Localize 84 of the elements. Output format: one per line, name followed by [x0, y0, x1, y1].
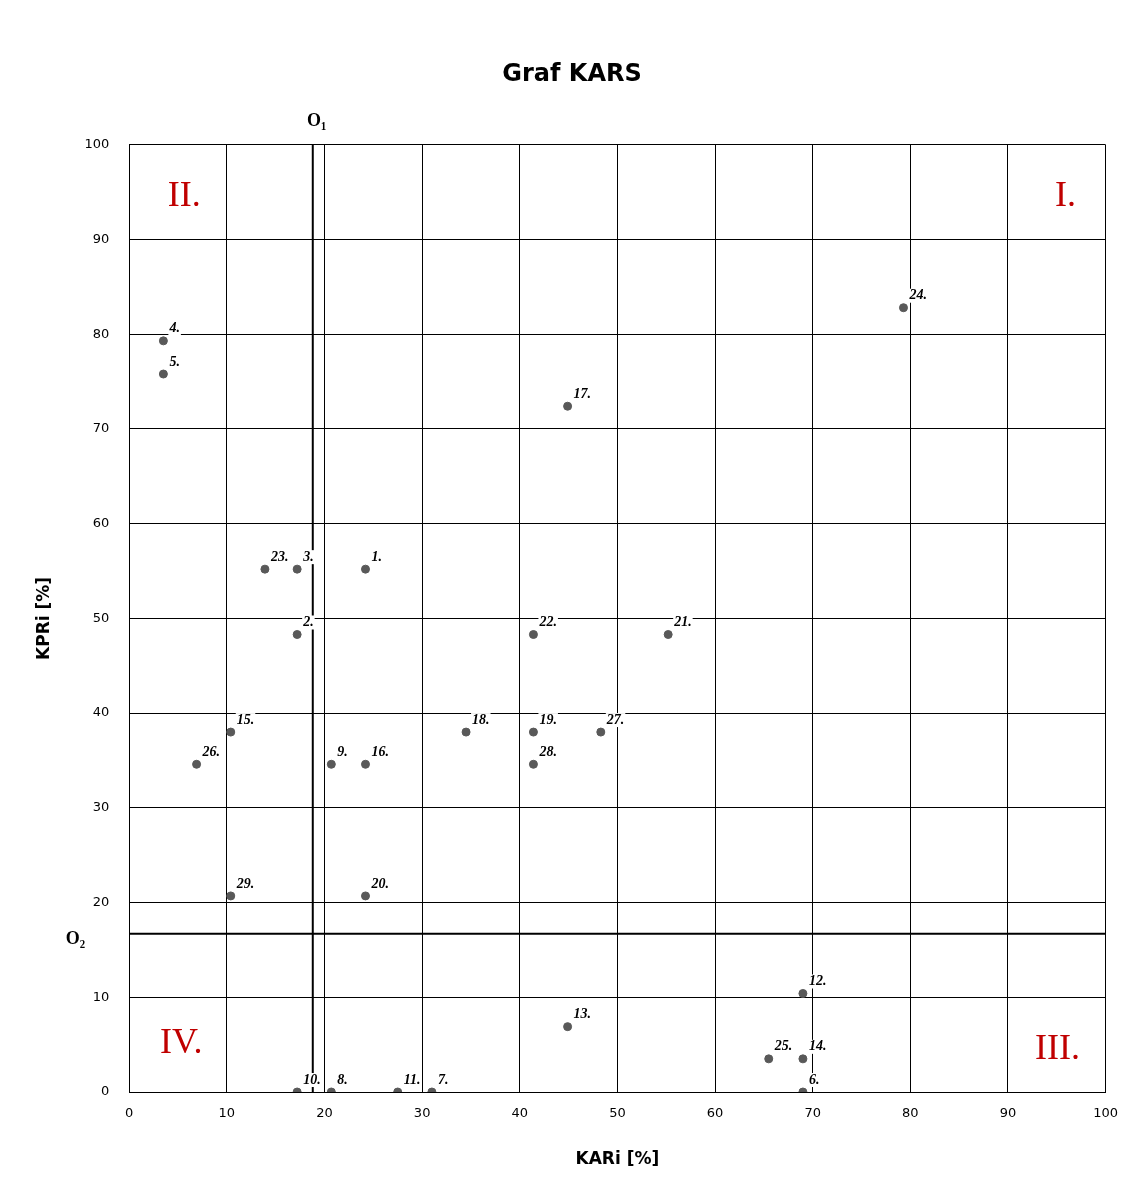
- point: [461, 727, 471, 737]
- point: [798, 1054, 808, 1064]
- y-tick-label: 30: [92, 799, 110, 815]
- chart-title: Graf KARS: [502, 58, 642, 87]
- annotation: 20.: [370, 875, 389, 891]
- y-axis-title: KPRi [%]: [32, 576, 53, 660]
- y-tick-label: 20: [92, 893, 110, 909]
- y-tick-label: 100: [84, 136, 110, 152]
- x-tick-label: 100: [1093, 1105, 1119, 1121]
- annotation: III.: [1035, 1027, 1081, 1068]
- point: [528, 759, 538, 769]
- x-tick-label: 10: [218, 1105, 236, 1121]
- x-tick-label: 70: [804, 1105, 821, 1121]
- point: [326, 759, 336, 769]
- point: [361, 759, 370, 769]
- annotation: 22.: [538, 614, 557, 630]
- point: [596, 727, 606, 737]
- point: [798, 988, 808, 998]
- ref-line-label: O₁: [307, 110, 327, 131]
- annotation: 14.: [808, 1038, 827, 1054]
- annotation: II.: [167, 174, 201, 215]
- annotation: 7.: [437, 1071, 449, 1087]
- annotation: 27.: [605, 711, 625, 727]
- annotation: 3.: [302, 548, 314, 564]
- annotation: 18.: [472, 711, 490, 727]
- ref-line-label: O₂: [65, 928, 86, 949]
- annotation: 13.: [573, 1006, 592, 1022]
- annotation: 15.: [236, 711, 255, 727]
- annotation: 2.: [302, 614, 314, 630]
- annotation: I.: [1055, 174, 1077, 215]
- x-tick-label: 90: [999, 1105, 1017, 1121]
- point: [292, 564, 302, 574]
- annotation: 4.: [168, 320, 180, 336]
- annotation: IV.: [160, 1021, 203, 1062]
- annotation: 28.: [538, 743, 557, 759]
- point: [226, 727, 236, 737]
- annotation: 25.: [773, 1038, 793, 1054]
- y-tick-label: 70: [92, 420, 110, 436]
- y-tick-label: 40: [92, 704, 110, 720]
- point: [226, 891, 236, 901]
- point: [361, 891, 370, 901]
- annotation: 19.: [539, 711, 557, 727]
- annotation: 29.: [235, 875, 255, 891]
- x-tick-label: 20: [316, 1105, 333, 1121]
- y-tick-label: 60: [92, 515, 110, 531]
- annotation: 23.: [269, 548, 289, 564]
- y-tick-label: 10: [92, 988, 110, 1004]
- annotation: 5.: [169, 353, 180, 369]
- annotation: 12.: [808, 973, 827, 989]
- point: [898, 303, 908, 313]
- annotation: 9.: [337, 743, 348, 759]
- annotation: 10.: [303, 1071, 321, 1087]
- point: [192, 759, 202, 769]
- annotation: 17.: [573, 385, 592, 401]
- x-tick-label: 0: [125, 1105, 134, 1121]
- annotation: 8.: [337, 1071, 348, 1087]
- y-tick-label: 50: [92, 609, 110, 625]
- x-tick-label: 30: [413, 1105, 431, 1121]
- point: [528, 630, 538, 639]
- annotation: 16.: [371, 743, 389, 759]
- annotation: 24.: [908, 287, 927, 303]
- x-tick-label: 50: [609, 1105, 626, 1121]
- y-tick-label: 90: [92, 230, 110, 246]
- point: [158, 336, 168, 346]
- point: [292, 630, 302, 639]
- x-tick-label: 80: [902, 1105, 919, 1121]
- annotation: 26.: [201, 743, 221, 759]
- y-tick-label: 80: [92, 325, 110, 341]
- annotation: 6.: [808, 1071, 820, 1087]
- point: [158, 369, 168, 379]
- point: [663, 630, 673, 639]
- point: [528, 727, 538, 737]
- annotation: 11.: [403, 1071, 421, 1087]
- point: [764, 1054, 774, 1064]
- annotation: 1.: [371, 548, 382, 564]
- x-axis-title: KARi [%]: [575, 1148, 660, 1169]
- annotation: 21.: [673, 614, 692, 630]
- x-tick-label: 60: [706, 1105, 724, 1121]
- point: [361, 564, 370, 574]
- x-tick-label: 40: [511, 1105, 529, 1121]
- point: [260, 564, 270, 574]
- point: [563, 1022, 573, 1032]
- point: [563, 401, 573, 411]
- y-tick-label: 0: [100, 1083, 110, 1099]
